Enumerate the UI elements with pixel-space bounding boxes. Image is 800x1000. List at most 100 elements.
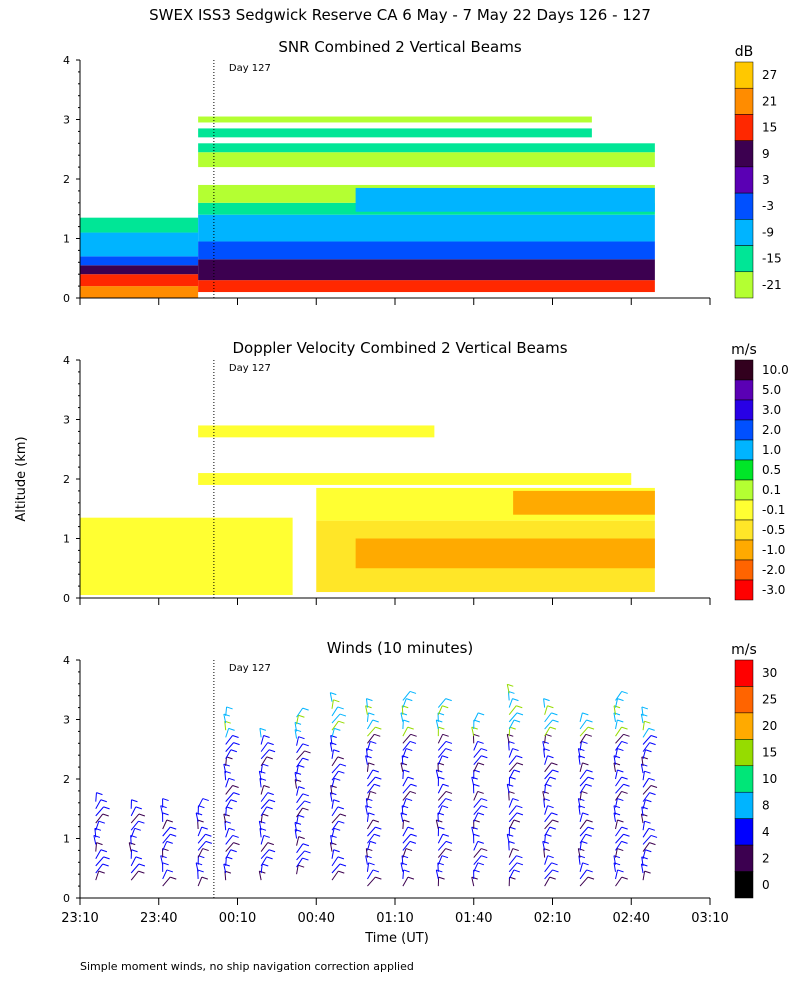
colorbar-label: -21 (762, 278, 782, 292)
wind-barb-flag (102, 863, 109, 867)
wind-barb-flag (233, 742, 240, 746)
wind-barb-shaft (579, 819, 588, 830)
wind-barb-flag (641, 863, 648, 867)
wind-barb-shaft (95, 806, 104, 817)
wind-barb-flag (645, 849, 652, 853)
wind-barb-flag (621, 826, 628, 830)
wind-barb-shaft (128, 842, 132, 852)
wind-barb-flag (262, 763, 269, 767)
wind-barb-flag (641, 756, 648, 760)
wind-barb-shaft (296, 765, 299, 775)
data-layer (80, 217, 199, 233)
wind-barb-flag (586, 769, 593, 773)
colorbar-label: 21 (762, 94, 777, 108)
wind-barb-shaft (642, 728, 650, 738)
wind-barb-shaft (223, 813, 227, 824)
wind-barb-shaft (95, 863, 104, 874)
wind-barb-flag (442, 733, 449, 737)
wind-barb-shaft (642, 842, 650, 852)
wind-barb-flag (298, 864, 305, 868)
wind-barb-flag (613, 755, 621, 759)
wind-barb-flag (441, 805, 449, 809)
wind-barb-shaft (544, 762, 552, 773)
wind-barb-flag (582, 712, 589, 716)
wind-barb-shaft (579, 833, 587, 844)
wind-barb-shaft (260, 735, 265, 745)
wind-barb-flag (334, 827, 341, 831)
wind-barb-shaft (162, 819, 168, 830)
wind-barb-flag (166, 869, 174, 873)
wind-barb-flag (445, 698, 452, 702)
wind-barb-shaft (367, 733, 375, 744)
wind-barb-flag (372, 769, 379, 773)
wind-barb-shaft (367, 826, 376, 837)
wind-barb-shaft (400, 762, 404, 772)
data-layer (80, 286, 199, 298)
wind-barb-flag (366, 698, 373, 702)
colorbar-unit: m/s (731, 342, 757, 358)
wind-barb-shaft (296, 793, 304, 804)
wind-barb-flag (578, 848, 585, 852)
wind-barb-shaft (473, 712, 479, 723)
wind-barb-shaft (225, 735, 233, 745)
wind-barb-flag (330, 742, 337, 746)
wind-barb-flag (644, 870, 651, 874)
wind-barb-flag (267, 792, 274, 796)
wind-barb-shaft (508, 719, 515, 730)
wind-barb-shaft (615, 698, 618, 708)
wind-barb-shaft (615, 791, 623, 801)
colorbar-label: 8 (762, 798, 770, 812)
wind-barb-flag (268, 799, 276, 803)
wind-barb-flag (369, 840, 377, 844)
colorbar-swatch (734, 219, 754, 246)
wind-barb-shaft (296, 850, 305, 861)
wind-barb-flag (337, 856, 345, 860)
wind-barb-flag (436, 719, 443, 723)
y-tick-label: 3 (63, 714, 70, 727)
colorbar-swatch (734, 818, 754, 846)
data-layer (80, 256, 199, 266)
wind-barb-flag (333, 749, 340, 753)
wind-barb-flag (549, 776, 557, 780)
wind-barb-flag (302, 843, 310, 847)
wind-barb-flag (337, 706, 344, 710)
wind-barb-shaft (195, 812, 199, 822)
wind-barb-shaft (544, 755, 548, 765)
wind-barb-flag (368, 762, 375, 766)
wind-barb-flag (138, 863, 146, 867)
data-layer (80, 274, 199, 287)
wind-barb-flag (623, 733, 630, 737)
wind-barb-shaft (506, 684, 510, 694)
wind-barb-flag (644, 720, 651, 724)
wind-barb-flag (160, 855, 167, 859)
wind-barb-flag (407, 876, 415, 880)
wind-barb-flag (442, 783, 449, 787)
wind-barb-flag (552, 769, 559, 773)
wind-barb-flag (507, 683, 514, 687)
wind-barb-shaft (95, 813, 104, 824)
wind-profile (542, 698, 559, 887)
data-layer (355, 187, 655, 212)
wind-barb-flag (648, 777, 655, 781)
wind-barb-flag (302, 857, 309, 861)
wind-barb-shaft (260, 842, 269, 852)
wind-barb-flag (512, 798, 519, 802)
wind-barb-shaft (615, 741, 623, 751)
wind-barb-flag (372, 819, 380, 823)
wind-barb-shaft (642, 778, 650, 788)
wind-barb-shaft (615, 748, 618, 758)
wind-barb-shaft (95, 799, 102, 809)
wind-barb-flag (338, 720, 345, 724)
wind-barb-shaft (437, 748, 447, 758)
wind-barb-shaft (331, 799, 335, 809)
wind-barb-shaft (615, 769, 618, 780)
data-layer (80, 517, 293, 596)
wind-barb-shaft (197, 798, 204, 808)
colorbar-swatch (734, 479, 754, 501)
wind-barb-shaft (544, 776, 551, 787)
wind-barb-flag (516, 755, 523, 759)
wind-barb-flag (268, 849, 276, 853)
wind-barb-shaft (401, 755, 404, 765)
wind-barb-shaft (260, 763, 263, 774)
